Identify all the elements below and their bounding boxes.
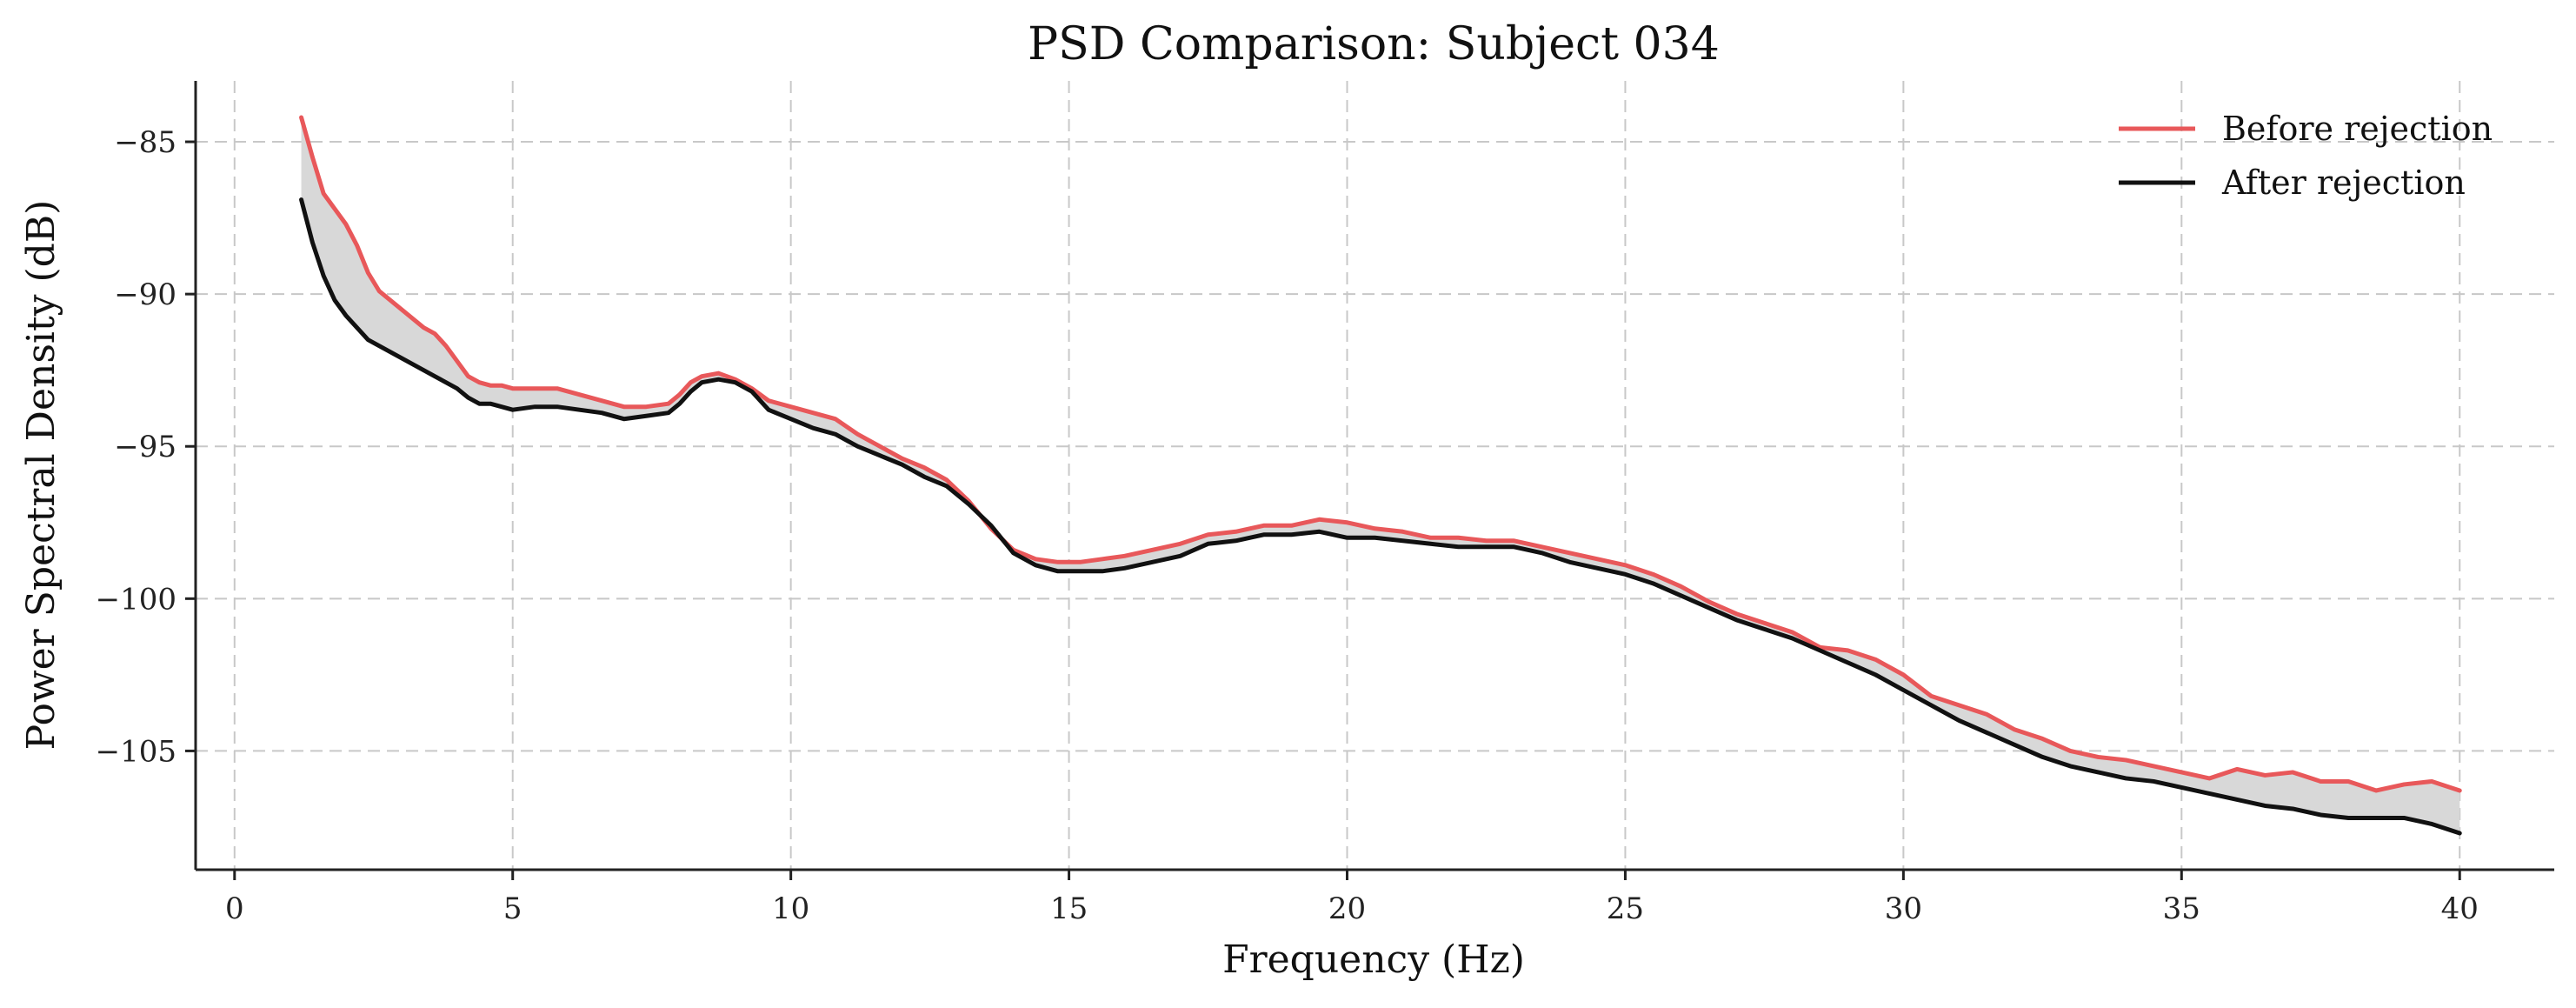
- chart-title: PSD Comparison: Subject 034: [1028, 18, 1720, 70]
- x-tick-label-2: 10: [772, 891, 809, 926]
- y-tick-label-0: −85: [114, 125, 176, 160]
- x-tick-label-8: 40: [2441, 891, 2479, 926]
- legend: Before rejection After rejection: [2119, 110, 2493, 202]
- series-lines: [299, 115, 2462, 836]
- y-tick-label-2: −95: [114, 430, 176, 464]
- x-tick-label-3: 15: [1050, 891, 1088, 926]
- x-tick-label-6: 30: [1885, 891, 1922, 926]
- x-axis-label: Frequency (Hz): [1222, 938, 1525, 982]
- y-tick-label-1: −90: [114, 277, 176, 312]
- grid: [196, 81, 2554, 870]
- x-tick-label-7: 35: [2163, 891, 2200, 926]
- y-ticks: −85 −90 −95 −100 −105: [96, 125, 196, 769]
- x-tick-label-1: 5: [503, 891, 523, 926]
- y-tick-label-4: −105: [96, 734, 176, 769]
- y-axis-label: Power Spectral Density (dB): [19, 200, 63, 751]
- legend-label-after: After rejection: [2221, 164, 2466, 202]
- y-tick-label-3: −100: [96, 582, 176, 617]
- x-tick-label-5: 25: [1607, 891, 1644, 926]
- x-tick-label-0: 0: [225, 891, 244, 926]
- x-ticks: 0 5 10 15 20 25 30 35 40: [225, 870, 2479, 926]
- legend-label-before: Before rejection: [2222, 110, 2493, 148]
- series-line-before-rejection: [299, 115, 2462, 793]
- series-line-after-rejection: [299, 197, 2462, 836]
- x-tick-label-4: 20: [1328, 891, 1366, 926]
